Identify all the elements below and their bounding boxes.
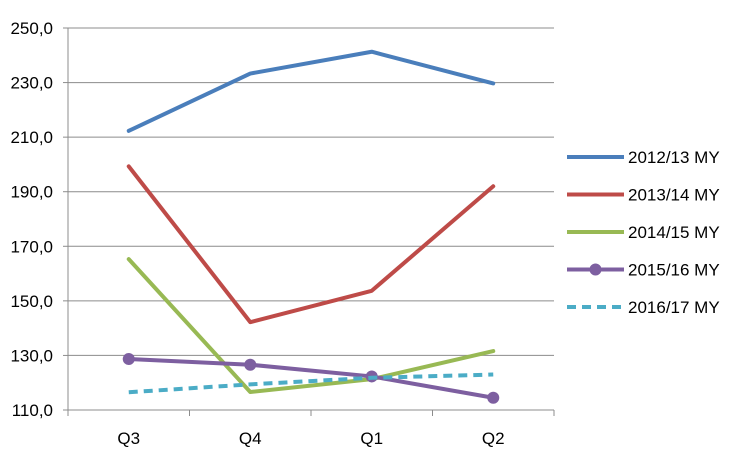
series-line: [126, 49, 496, 133]
series-line: [128, 372, 494, 395]
series-point: [487, 391, 500, 404]
y-tick-label: 230,0: [10, 74, 53, 93]
x-tick-label: Q1: [360, 429, 383, 448]
y-tick-label: 150,0: [10, 292, 53, 311]
x-tick-label: Q4: [239, 429, 262, 448]
series-line: [126, 257, 496, 394]
legend-marker: [589, 263, 602, 276]
x-tick-label: Q2: [482, 429, 505, 448]
legend-label: 2014/15 MY: [628, 223, 720, 242]
y-tick-label: 210,0: [10, 128, 53, 147]
x-tick-label: Q3: [117, 429, 140, 448]
legend-label: 2015/16 MY: [628, 261, 720, 280]
legend-label: 2013/14 MY: [628, 186, 720, 205]
series-point: [244, 358, 257, 371]
series-line: [126, 356, 496, 400]
y-tick-label: 190,0: [10, 183, 53, 202]
series-line: [126, 164, 496, 325]
y-tick-label: 250,0: [10, 19, 53, 38]
legend-label: 2016/17 MY: [628, 298, 720, 317]
y-tick-label: 130,0: [10, 346, 53, 365]
legend-label: 2012/13 MY: [628, 148, 720, 167]
y-tick-label: 170,0: [10, 237, 53, 256]
series-point: [122, 352, 135, 365]
y-tick-label: 110,0: [12, 401, 53, 420]
